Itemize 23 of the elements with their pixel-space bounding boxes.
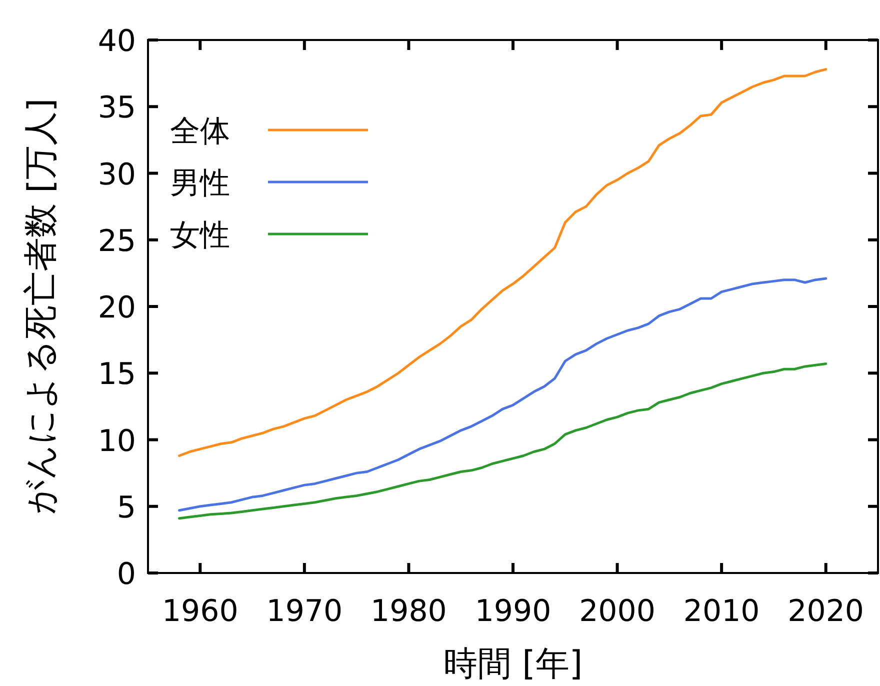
y-tick-label: 10 [98, 424, 136, 459]
x-axis-title: 時間 [年] [443, 644, 583, 684]
legend-label: 女性 [170, 218, 230, 253]
x-tick-label: 2000 [579, 594, 656, 629]
y-tick-label: 25 [98, 224, 136, 259]
line-series [178, 277, 828, 512]
y-tick-label: 40 [98, 24, 136, 59]
line-series [178, 362, 828, 520]
x-tick-label: 1960 [162, 594, 238, 629]
legend-label: 男性 [170, 166, 230, 201]
y-tick-label: 30 [98, 157, 136, 192]
x-tick-label: 1990 [474, 594, 552, 629]
x-tick-label: 2010 [683, 594, 760, 629]
y-tick-label: 0 [116, 557, 136, 592]
x-tick-label: 1980 [370, 594, 447, 629]
y-tick-label: 15 [98, 357, 136, 392]
y-tick-label: 5 [116, 490, 136, 526]
x-tick-label: 1970 [266, 594, 343, 629]
legend-label: 全体 [170, 114, 230, 149]
y-tick-label: 20 [98, 290, 136, 326]
y-axis-title: がんによる死亡者数 [万人] [21, 98, 61, 515]
x-tick-label: 2020 [788, 594, 864, 629]
y-tick-label: 35 [98, 90, 136, 126]
